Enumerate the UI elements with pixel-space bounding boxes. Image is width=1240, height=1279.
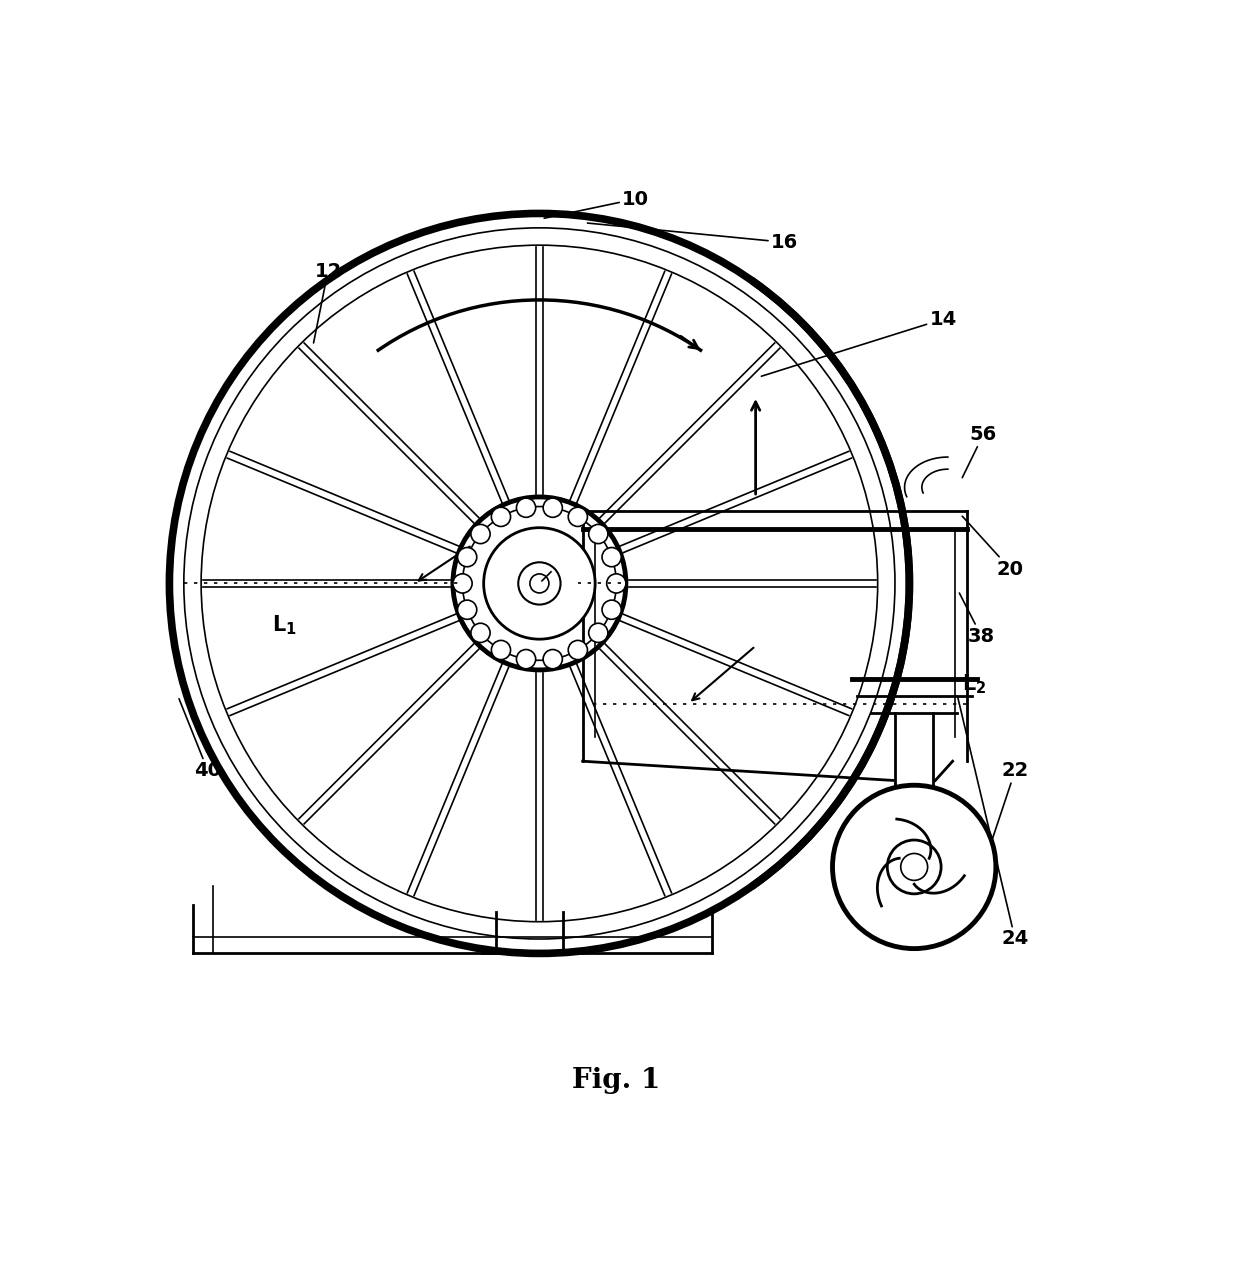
Text: 40: 40	[179, 698, 222, 780]
Circle shape	[568, 508, 588, 527]
Circle shape	[568, 641, 588, 660]
Text: 12: 12	[314, 262, 341, 343]
Circle shape	[606, 574, 626, 593]
Circle shape	[603, 547, 621, 567]
Text: 20: 20	[962, 517, 1024, 578]
Circle shape	[518, 563, 560, 605]
Circle shape	[900, 853, 928, 880]
Circle shape	[491, 508, 511, 527]
Circle shape	[458, 600, 476, 619]
Text: $\mathbf{L_2}$: $\mathbf{L_2}$	[961, 673, 986, 696]
Text: 56: 56	[962, 425, 997, 478]
Circle shape	[589, 623, 608, 642]
Circle shape	[516, 498, 536, 517]
Text: 10: 10	[544, 189, 649, 219]
Circle shape	[516, 650, 536, 669]
Circle shape	[471, 623, 490, 642]
Text: 24: 24	[957, 696, 1029, 949]
Text: 16: 16	[588, 223, 799, 252]
Text: $\mathbf{L_1}$: $\mathbf{L_1}$	[273, 613, 298, 637]
Text: 14: 14	[761, 310, 956, 376]
Circle shape	[888, 840, 941, 894]
Text: 38: 38	[960, 593, 994, 646]
Text: 22: 22	[986, 761, 1029, 857]
Circle shape	[832, 785, 996, 949]
Circle shape	[589, 524, 608, 544]
Text: Fig. 1: Fig. 1	[572, 1067, 661, 1094]
Circle shape	[471, 524, 490, 544]
Circle shape	[491, 641, 511, 660]
Circle shape	[543, 498, 563, 517]
Circle shape	[458, 547, 476, 567]
Circle shape	[543, 650, 563, 669]
Circle shape	[484, 528, 595, 640]
Circle shape	[453, 574, 472, 593]
Circle shape	[603, 600, 621, 619]
